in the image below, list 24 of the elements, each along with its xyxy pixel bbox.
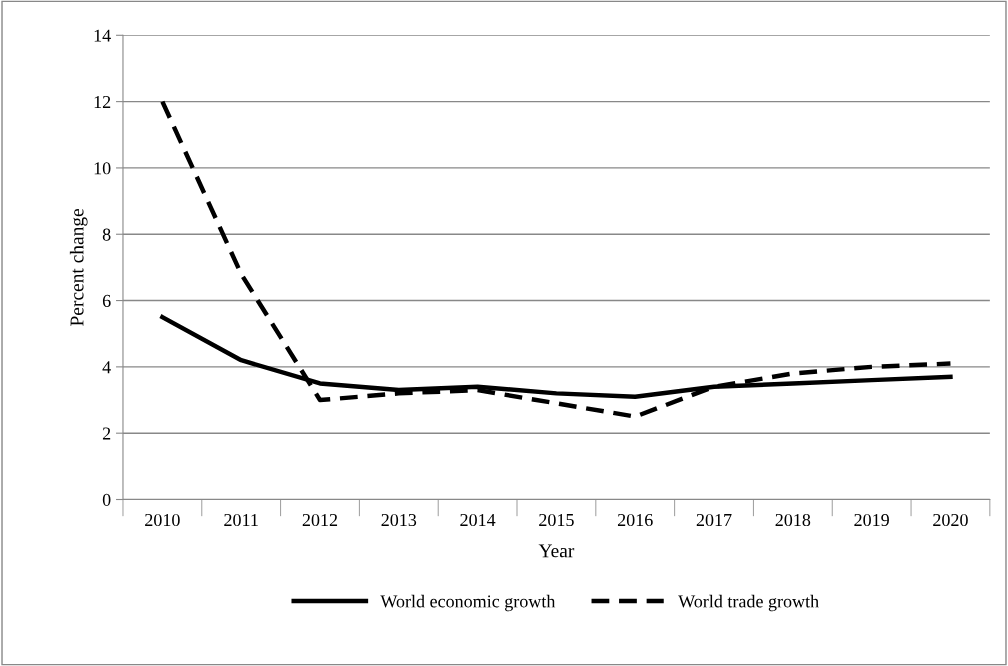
y-tick-label: 14 bbox=[94, 29, 111, 42]
y-tick-label: 6 bbox=[102, 294, 111, 307]
x-tick-label: 2015 bbox=[539, 513, 574, 527]
x-tick-label: 2010 bbox=[145, 513, 180, 527]
x-tick-label: 2019 bbox=[854, 513, 889, 527]
x-tick-label: 2014 bbox=[460, 513, 496, 527]
legend-label: World trade growth bbox=[678, 594, 819, 612]
y-tick-label: 12 bbox=[94, 95, 111, 108]
y-axis-title: Percent change bbox=[69, 208, 88, 326]
x-tick-label: 2016 bbox=[617, 513, 653, 527]
legend-label: World economic growth bbox=[380, 594, 556, 612]
y-tick-label: 0 bbox=[102, 493, 111, 506]
y-tick-label: 2 bbox=[102, 427, 111, 440]
y-tick-label: 8 bbox=[102, 228, 111, 241]
y-tick-label: 10 bbox=[94, 162, 111, 175]
x-tick-label: 2013 bbox=[381, 513, 417, 527]
x-tick-label: 2020 bbox=[933, 513, 968, 527]
line-series bbox=[160, 99, 953, 419]
x-tick-label: 2017 bbox=[696, 513, 732, 527]
y-tick-label: 4 bbox=[102, 361, 111, 374]
x-axis-title: Year bbox=[538, 544, 575, 558]
x-tick-label: 2012 bbox=[302, 513, 338, 527]
x-tick-label: 2018 bbox=[775, 513, 811, 527]
x-tick-label: 2011 bbox=[224, 513, 258, 527]
